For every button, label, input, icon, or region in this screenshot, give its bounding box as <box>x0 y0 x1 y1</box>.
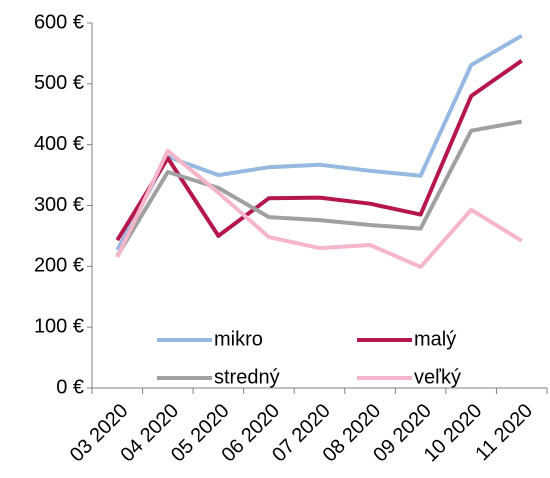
legend-label: mikro <box>214 328 263 350</box>
line-series <box>115 59 523 242</box>
line-series <box>115 119 523 258</box>
x-tick-label: 11 2020 <box>471 400 537 466</box>
legend-label: veľký <box>414 366 461 388</box>
line-series <box>115 34 523 251</box>
y-tick-label: 500 € <box>34 72 84 94</box>
legend-label: malý <box>414 328 456 350</box>
y-tick-label: 600 € <box>34 11 84 33</box>
y-tick-label: 0 € <box>56 376 84 398</box>
y-tick-label: 300 € <box>34 194 84 216</box>
y-tick-label: 400 € <box>34 133 84 155</box>
y-tick-label: 100 € <box>34 315 84 337</box>
legend-label: stredný <box>214 366 280 388</box>
line-series <box>115 148 523 269</box>
y-tick-label: 200 € <box>34 255 84 277</box>
